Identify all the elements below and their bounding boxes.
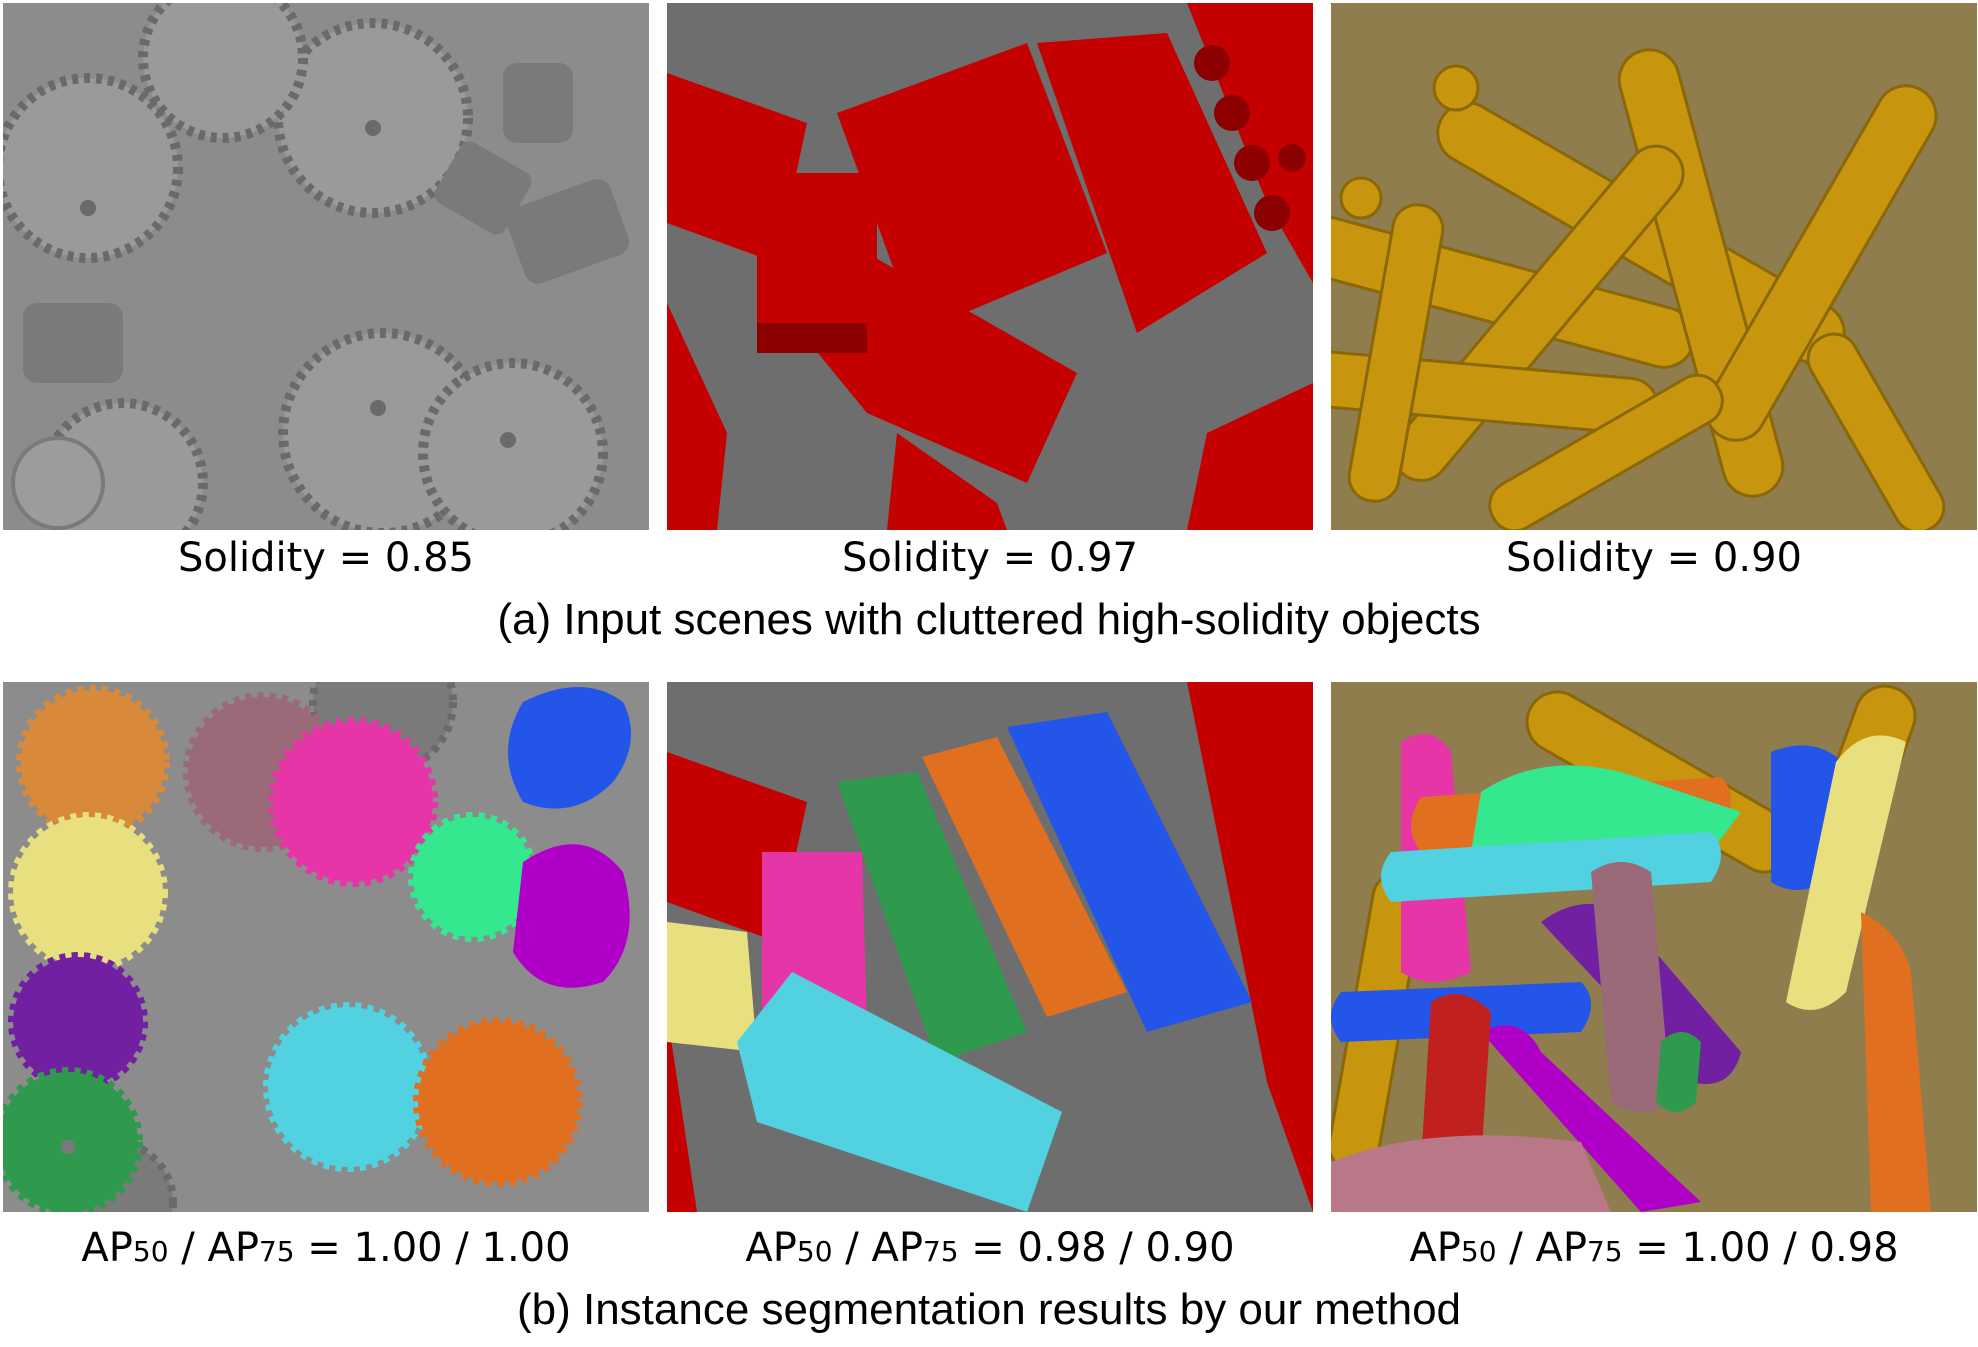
pawns-segmentation-image (1331, 682, 1977, 1212)
ap-prefix: AP (1409, 1225, 1461, 1271)
ap-prefix: AP (81, 1225, 133, 1271)
gears-input-image (3, 3, 649, 530)
ap-separator: / AP (168, 1225, 259, 1271)
caption-b: (b) Instance segmentation results by our… (516, 1285, 1462, 1334)
ap-separator: / AP (1496, 1225, 1587, 1271)
ap-subscript-50: 50 (132, 1235, 169, 1268)
bricks-input-svg (667, 3, 1313, 530)
ap-label-gears: AP50 / AP75 = 1.00 / 1.00 (3, 1225, 649, 1271)
ap-separator: / AP (832, 1225, 923, 1271)
ap-subscript-75: 75 (1586, 1235, 1623, 1268)
ap-subscript-75: 75 (922, 1235, 959, 1268)
pawns-segmentation-svg (1331, 682, 1977, 1212)
ap-subscript-75: 75 (258, 1235, 295, 1268)
solidity-label-pawns: Solidity = 0.90 (1506, 535, 1802, 581)
ap-label-pawns: AP50 / AP75 = 1.00 / 0.98 (1331, 1225, 1977, 1271)
pawns-input-image (1331, 3, 1977, 530)
gears-input-svg (3, 3, 649, 530)
pawns-input-svg (1331, 3, 1977, 530)
gears-segmentation-svg (3, 682, 649, 1212)
ap-label-bricks: AP50 / AP75 = 0.98 / 0.90 (667, 1225, 1313, 1271)
ap-subscript-50: 50 (1460, 1235, 1497, 1268)
bricks-segmentation-image (667, 682, 1313, 1212)
ap-subscript-50: 50 (796, 1235, 833, 1268)
ap-values: = 1.00 / 1.00 (294, 1225, 571, 1271)
gears-segmentation-image (3, 682, 649, 1212)
caption-a: (a) Input scenes with cluttered high-sol… (497, 595, 1481, 644)
solidity-label-gears: Solidity = 0.85 (178, 535, 474, 581)
solidity-label-bricks: Solidity = 0.97 (842, 535, 1138, 581)
ap-values: = 1.00 / 0.98 (1622, 1225, 1899, 1271)
ap-prefix: AP (745, 1225, 797, 1271)
bricks-input-image (667, 3, 1313, 530)
bricks-segmentation-svg (667, 682, 1313, 1212)
ap-values: = 0.98 / 0.90 (958, 1225, 1235, 1271)
